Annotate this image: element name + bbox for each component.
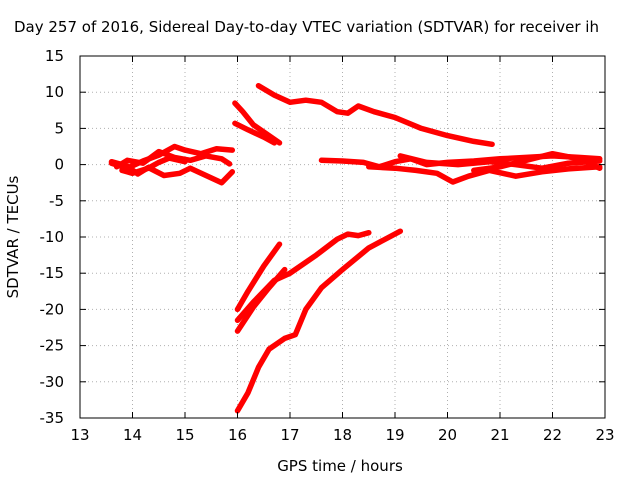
series-trace: [232, 100, 283, 146]
x-tick-label: 19: [385, 426, 404, 444]
series-trace: [471, 150, 603, 174]
y-tick-label: 10: [45, 83, 64, 101]
series-trace: [232, 120, 278, 146]
series-trace: [234, 266, 288, 334]
x-tick-label: 14: [123, 426, 142, 444]
y-tick-label: 15: [45, 47, 64, 65]
x-tick-label: 22: [543, 426, 562, 444]
series-trace: [397, 153, 603, 171]
y-axis-label: SDTVAR / TECUs: [4, 175, 22, 298]
x-tick-label: 23: [595, 426, 614, 444]
chart-title: Day 257 of 2016, Sidereal Day-to-day VTE…: [14, 18, 599, 36]
series-trace: [366, 164, 603, 185]
y-tick-label: -35: [40, 409, 65, 427]
x-tick-label: 20: [438, 426, 457, 444]
series-trace: [108, 158, 236, 186]
x-axis-label: GPS time / hours: [277, 457, 403, 475]
y-tick-label: -10: [40, 228, 65, 246]
axis-ticks: 13 14 15 16 17 18 19 20 21 22 23 15 10 5 0 -5 -10 -15 -20 -…: [40, 47, 615, 444]
series-trace: [234, 228, 404, 414]
x-tick-label: 17: [280, 426, 299, 444]
y-tick-label: -15: [40, 264, 65, 282]
x-tick-label: 16: [228, 426, 247, 444]
x-tick-label: 15: [175, 426, 194, 444]
series-trace: [234, 241, 283, 313]
series-trace: [119, 155, 188, 177]
y-tick-label: -5: [49, 192, 64, 210]
x-tick-label: 13: [70, 426, 89, 444]
y-tick-label: 5: [54, 119, 64, 137]
series-trace: [255, 82, 495, 148]
y-tick-label: 0: [54, 156, 64, 174]
series-trace: [108, 143, 236, 171]
data-series: [108, 82, 603, 414]
y-tick-label: -20: [40, 300, 65, 318]
y-tick-label: -25: [40, 337, 65, 355]
x-tick-label: 18: [333, 426, 352, 444]
x-tick-label: 21: [490, 426, 509, 444]
y-tick-label: -30: [40, 373, 65, 391]
